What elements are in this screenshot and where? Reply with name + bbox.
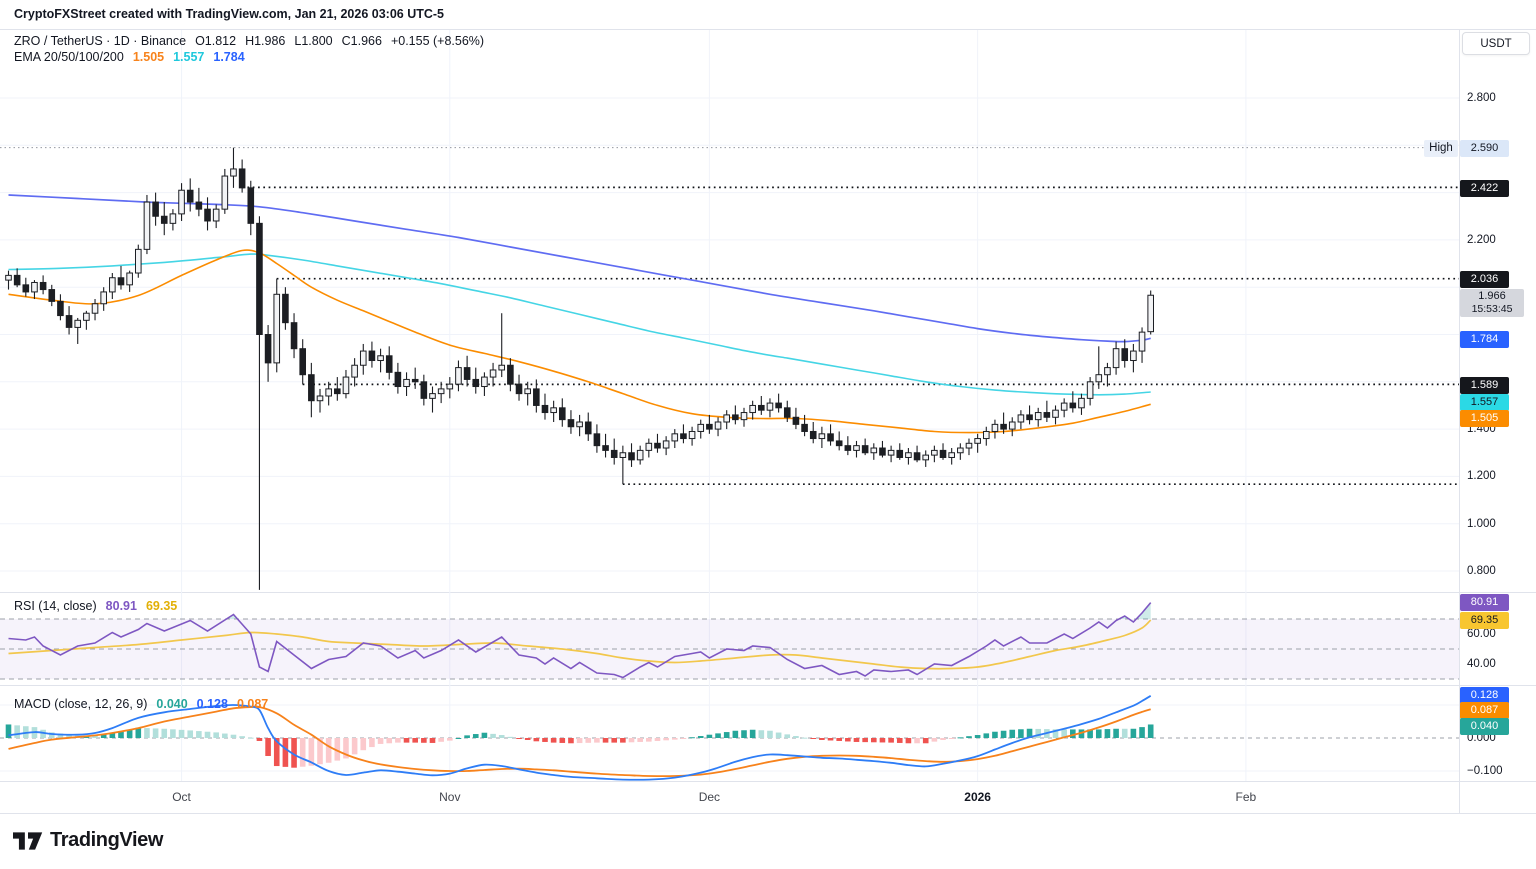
tradingview-logo-text: TradingView [50, 829, 164, 851]
ohlc-open: O1.812 [195, 34, 237, 48]
price-axis-separator [1459, 30, 1460, 813]
ema20-line [8, 249, 1151, 434]
ohlc-change: +0.155 (+8.56%) [390, 34, 485, 48]
price-badge-1.505: 1.505 [1460, 409, 1509, 427]
rsi-value: 80.91 [105, 599, 137, 613]
rsi-tick: 60.00 [1467, 628, 1496, 640]
price-badge-1.784: 1.784 [1460, 330, 1509, 348]
macd-line [8, 695, 1152, 781]
macd-histogram [5, 724, 1154, 768]
macd-legend[interactable]: MACD (close, 12, 26, 9) 0.040 0.128 0.087 [14, 696, 268, 712]
price-badge-0.128: 0.128 [1460, 686, 1509, 704]
main-legend[interactable]: ZRO / TetherUS · 1D · Binance O1.812 H1.98… [14, 33, 484, 65]
countdown-timer: 15:53:45 [1471, 302, 1513, 315]
time-tick-2026: 2026 [964, 790, 991, 804]
price-badge-69.35: 69.35 [1460, 611, 1509, 629]
price-badge-2.590: 2.590 [1460, 139, 1509, 157]
time-axis-separator [0, 781, 1536, 782]
price-tick: 2.800 [1467, 92, 1496, 104]
macd-tick: 0.000 [1467, 732, 1496, 744]
macd-value: 0.128 [196, 697, 228, 711]
rsi-ma-value: 69.35 [145, 599, 178, 613]
rsi-pane-separator [0, 592, 1536, 593]
header-separator [0, 29, 1536, 30]
time-axis[interactable]: Oct Nov Dec 2026 Feb [0, 781, 1459, 813]
price-badge-2.422: 2.422 [1460, 179, 1509, 197]
price-badge-1.557: 1.557 [1460, 393, 1509, 411]
macd-signal-line [8, 705, 1151, 778]
price-badge-1.966: 1.966 15:53:45 [1460, 288, 1524, 317]
symbol-title: ZRO / TetherUS · 1D · Binance [14, 34, 187, 48]
ema200-line [8, 194, 1151, 343]
rsi-line [8, 602, 1152, 679]
macd-tick: −0.100 [1467, 765, 1503, 777]
ohlc-low: L1.800 [294, 34, 333, 48]
ema100-line [8, 253, 1151, 396]
macd-indicator-label: MACD (close, 12, 26, 9) [14, 697, 148, 711]
price-tick: 2.200 [1467, 233, 1496, 246]
price-level-lines [0, 147, 1459, 486]
macd-hist-value: 0.040 [156, 697, 188, 711]
price-axis[interactable]: USDT 2.8002.4002.2001.4001.2001.0000.800… [1459, 30, 1536, 813]
price-badge-1.589: 1.589 [1460, 376, 1509, 394]
watermark-credit: CryptoFXStreet created with TradingView.… [14, 7, 445, 21]
ema100-value: 1.557 [173, 50, 205, 64]
price-badge-0.087: 0.087 [1460, 701, 1509, 719]
tradingview-logo[interactable]: TradingView [13, 829, 163, 852]
time-tick-Nov: Nov [439, 790, 461, 804]
bottom-separator [0, 813, 1536, 814]
price-badge-0.040: 0.040 [1460, 717, 1509, 735]
macd-pane [0, 695, 1459, 781]
rsi-pane [0, 602, 1459, 680]
price-tick: 1.000 [1467, 517, 1496, 530]
ohlc-high: H1.986 [245, 34, 286, 48]
rsi-ma-line [8, 619, 1152, 670]
time-tick-Dec: Dec [698, 790, 721, 804]
chart-canvas[interactable] [0, 0, 1459, 813]
price-tick: 1.200 [1467, 470, 1496, 483]
rsi-tick: 40.00 [1467, 658, 1496, 670]
tradingview-logo-icon [13, 831, 43, 850]
price-badge-2.036: 2.036 [1460, 270, 1509, 288]
rsi-legend[interactable]: RSI (14, close) 80.91 69.35 [14, 598, 177, 614]
high-level-label: High [1424, 140, 1458, 157]
price-tick: 0.800 [1467, 565, 1496, 577]
ema200-value: 1.784 [213, 50, 245, 64]
macd-signal-value: 0.087 [236, 697, 269, 711]
rsi-indicator-label: RSI (14, close) [14, 599, 97, 613]
price-badge-80.91: 80.91 [1460, 593, 1509, 611]
time-tick-Feb: Feb [1235, 790, 1257, 804]
ema20-value: 1.505 [132, 50, 165, 64]
ema-indicator-label: EMA 20/50/100/200 [14, 50, 124, 64]
currency-button[interactable]: USDT [1462, 32, 1530, 55]
ema-lines [8, 194, 1151, 434]
candlesticks [5, 147, 1154, 590]
macd-pane-separator [0, 685, 1536, 686]
time-tick-Oct: Oct [172, 790, 191, 804]
ohlc-close: C1.966 [341, 34, 382, 48]
